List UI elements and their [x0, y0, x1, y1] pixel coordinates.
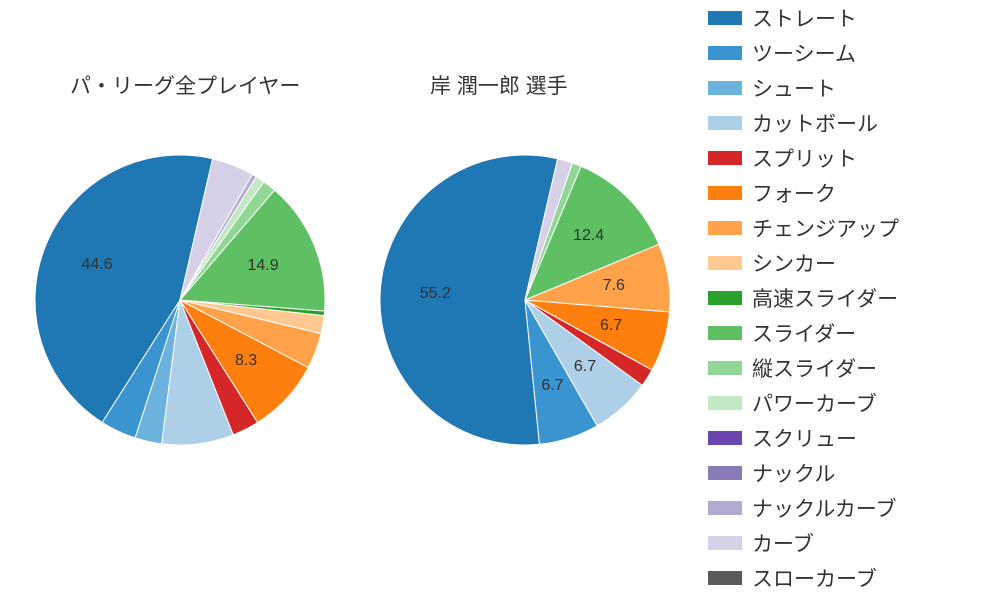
pie-label-straight: 44.6 [81, 256, 112, 274]
legend-item-straight: ストレート [708, 0, 988, 35]
legend-swatch-shoot [708, 81, 742, 95]
legend-item-curve: カーブ [708, 525, 988, 560]
legend: ストレートツーシームシュートカットボールスプリットフォークチェンジアップシンカー… [708, 0, 988, 595]
pie-label-slider: 12.4 [573, 227, 604, 245]
legend-item-power_curve: パワーカーブ [708, 385, 988, 420]
legend-label-straight: ストレート [752, 3, 857, 33]
legend-label-split: スプリット [752, 143, 857, 173]
chart-title-player: 岸 潤一郎 選手 [430, 70, 568, 100]
legend-swatch-v_slider [708, 361, 742, 375]
legend-swatch-split [708, 151, 742, 165]
legend-swatch-power_curve [708, 396, 742, 410]
legend-swatch-curve [708, 536, 742, 550]
legend-swatch-screw [708, 431, 742, 445]
legend-item-slider: スライダー [708, 315, 988, 350]
legend-swatch-fork [708, 186, 742, 200]
legend-label-changeup: チェンジアップ [752, 213, 899, 243]
pie-chart-league [35, 155, 325, 445]
legend-item-screw: スクリュー [708, 420, 988, 455]
legend-swatch-cutball [708, 116, 742, 130]
chart-title-league: パ・リーグ全プレイヤー [70, 70, 300, 100]
legend-label-power_curve: パワーカーブ [752, 388, 877, 418]
legend-swatch-knuckle [708, 466, 742, 480]
legend-item-slow_curve: スローカーブ [708, 560, 988, 595]
legend-label-v_slider: 縦スライダー [752, 353, 877, 383]
legend-item-knuckle: ナックル [708, 455, 988, 490]
legend-label-curve: カーブ [752, 528, 814, 558]
pie-label-twoseam: 6.7 [541, 377, 563, 395]
legend-item-cutball: カットボール [708, 105, 988, 140]
legend-item-fork: フォーク [708, 175, 988, 210]
legend-item-fast_slider: 高速スライダー [708, 280, 988, 315]
pie-label-straight: 55.2 [420, 285, 451, 303]
legend-item-v_slider: 縦スライダー [708, 350, 988, 385]
legend-swatch-fast_slider [708, 291, 742, 305]
legend-label-fork: フォーク [752, 178, 836, 208]
legend-label-twoseam: ツーシーム [752, 38, 856, 68]
legend-item-knuckle_curve: ナックルカーブ [708, 490, 988, 525]
legend-swatch-changeup [708, 221, 742, 235]
legend-swatch-twoseam [708, 46, 742, 60]
pie-label-changeup: 7.6 [603, 277, 625, 295]
chart-stage: パ・リーグ全プレイヤー 岸 潤一郎 選手 44.6 8.3 14.9 55.2 6.7 6… [0, 0, 1000, 600]
legend-label-cutball: カットボール [752, 108, 878, 138]
pie-label-cutball: 6.7 [574, 358, 596, 376]
pie-label-fork: 8.3 [235, 352, 257, 370]
legend-label-sinker: シンカー [752, 248, 836, 278]
legend-item-changeup: チェンジアップ [708, 210, 988, 245]
legend-label-shoot: シュート [752, 73, 836, 103]
legend-swatch-slider [708, 326, 742, 340]
legend-swatch-slow_curve [708, 571, 742, 585]
legend-swatch-knuckle_curve [708, 501, 742, 515]
pie-label-fork: 6.7 [600, 317, 622, 335]
legend-label-slow_curve: スローカーブ [752, 563, 877, 593]
legend-item-split: スプリット [708, 140, 988, 175]
legend-label-fast_slider: 高速スライダー [752, 283, 898, 313]
legend-label-knuckle: ナックル [752, 458, 835, 488]
legend-item-sinker: シンカー [708, 245, 988, 280]
legend-label-slider: スライダー [752, 318, 856, 348]
pie-label-slider: 14.9 [248, 257, 279, 275]
legend-label-knuckle_curve: ナックルカーブ [752, 493, 896, 523]
legend-label-screw: スクリュー [752, 423, 857, 453]
legend-swatch-straight [708, 11, 742, 25]
legend-swatch-sinker [708, 256, 742, 270]
legend-item-shoot: シュート [708, 70, 988, 105]
legend-item-twoseam: ツーシーム [708, 35, 988, 70]
